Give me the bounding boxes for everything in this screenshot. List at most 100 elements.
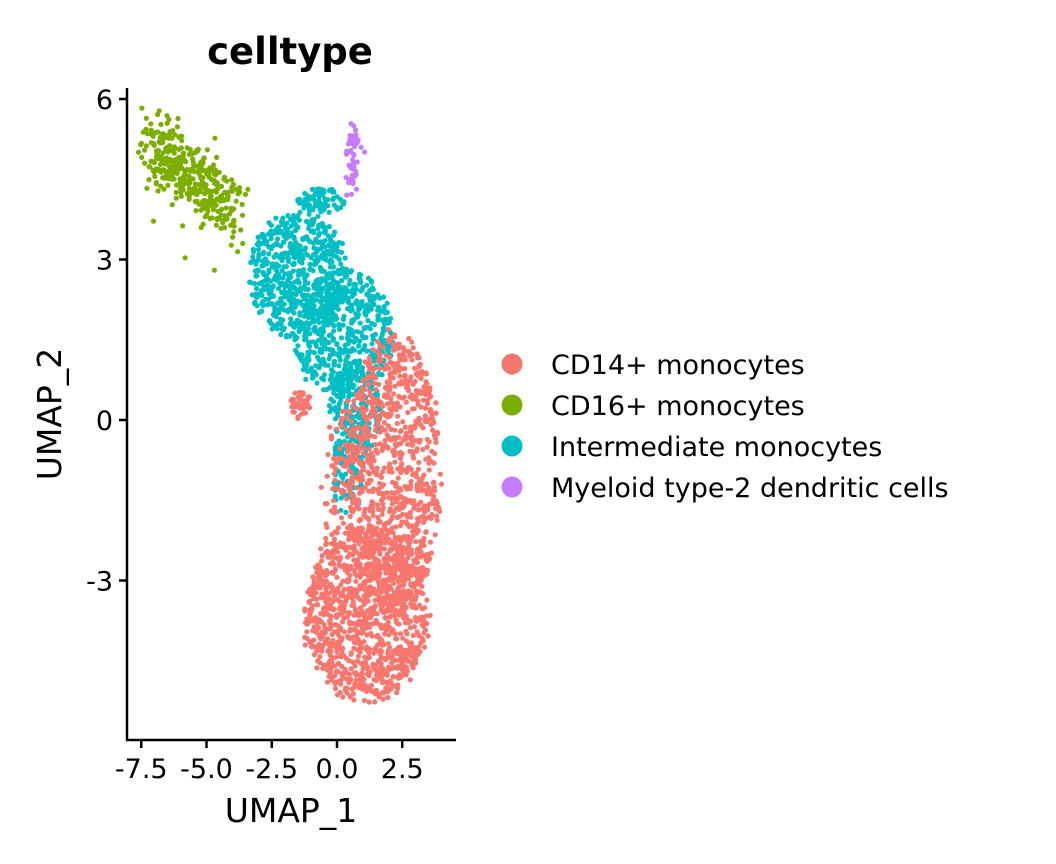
data-point: [433, 400, 439, 406]
data-point: [405, 466, 411, 472]
data-point: [306, 225, 312, 232]
data-point: [338, 261, 344, 267]
data-point: [400, 511, 406, 517]
data-point: [249, 292, 255, 298]
data-point: [388, 586, 394, 592]
data-point: [425, 502, 431, 508]
data-point: [291, 296, 297, 303]
data-point: [343, 463, 349, 469]
data-point: [297, 310, 303, 316]
data-point: [353, 132, 359, 138]
data-point: [201, 168, 207, 174]
data-point: [364, 684, 370, 690]
data-point: [371, 366, 378, 372]
data-point: [368, 611, 374, 617]
data-point: [420, 513, 426, 519]
data-point: [367, 392, 373, 398]
x-axis-label: UMAP_1: [225, 791, 358, 830]
data-point: [321, 322, 328, 328]
data-point: [220, 220, 226, 226]
data-point: [418, 404, 424, 410]
data-point: [387, 387, 393, 393]
data-point: [396, 612, 402, 618]
data-point: [340, 266, 346, 272]
data-point: [335, 486, 341, 492]
data-point: [338, 335, 345, 341]
data-point: [326, 224, 332, 230]
series-cd14-monocytes: [288, 326, 445, 705]
data-point: [331, 386, 337, 392]
data-point: [184, 166, 190, 173]
data-point: [372, 441, 378, 448]
data-point: [342, 292, 348, 298]
data-point: [261, 236, 267, 242]
data-point: [356, 361, 362, 367]
data-point: [279, 317, 286, 323]
data-point: [406, 335, 412, 342]
data-point: [255, 267, 261, 273]
data-point: [407, 567, 413, 574]
data-point: [283, 235, 289, 241]
data-point: [367, 591, 374, 597]
data-point: [192, 199, 199, 205]
data-point: [324, 571, 330, 577]
data-point: [275, 236, 281, 242]
data-point: [325, 233, 331, 239]
data-point: [409, 662, 415, 668]
data-point: [385, 423, 391, 429]
data-point: [350, 459, 356, 465]
data-point: [339, 490, 345, 496]
data-point: [402, 572, 408, 579]
data-point: [358, 144, 364, 150]
data-point: [391, 602, 397, 608]
data-point: [339, 299, 345, 305]
data-point: [364, 282, 370, 288]
data-point: [385, 379, 392, 386]
data-point: [310, 240, 316, 246]
data-point: [407, 539, 413, 546]
data-point: [418, 614, 424, 621]
data-point: [361, 593, 367, 599]
data-point: [409, 357, 415, 363]
data-point: [382, 615, 388, 621]
data-point: [369, 285, 375, 291]
data-point: [345, 296, 351, 302]
data-point: [362, 414, 369, 420]
data-point: [305, 368, 311, 374]
data-point: [419, 583, 425, 590]
data-point: [353, 677, 359, 683]
legend-key: [501, 394, 523, 416]
data-point: [395, 544, 401, 550]
data-point: [357, 649, 363, 655]
data-point: [401, 496, 407, 502]
data-point: [343, 426, 349, 432]
data-point: [303, 286, 309, 292]
data-point: [322, 237, 328, 244]
data-point: [332, 673, 338, 679]
data-point: [320, 255, 326, 261]
data-point: [315, 620, 321, 626]
data-point: [408, 551, 414, 558]
data-point: [367, 573, 374, 579]
data-point: [387, 374, 394, 380]
data-point: [262, 240, 268, 247]
data-point: [329, 367, 335, 373]
data-point: [345, 579, 351, 585]
data-point: [402, 434, 408, 440]
data-point: [209, 215, 215, 221]
data-point: [344, 361, 350, 367]
data-point: [225, 197, 231, 203]
data-point: [320, 642, 326, 649]
data-point: [258, 290, 264, 296]
data-point: [335, 351, 341, 357]
data-point: [414, 485, 420, 491]
data-point: [153, 181, 159, 187]
data-point: [402, 374, 408, 380]
data-point: [354, 658, 361, 664]
data-point: [417, 602, 423, 608]
data-point: [303, 251, 309, 257]
data-point: [359, 608, 365, 614]
data-point: [278, 296, 284, 302]
data-point: [375, 632, 381, 639]
data-point: [334, 574, 340, 580]
